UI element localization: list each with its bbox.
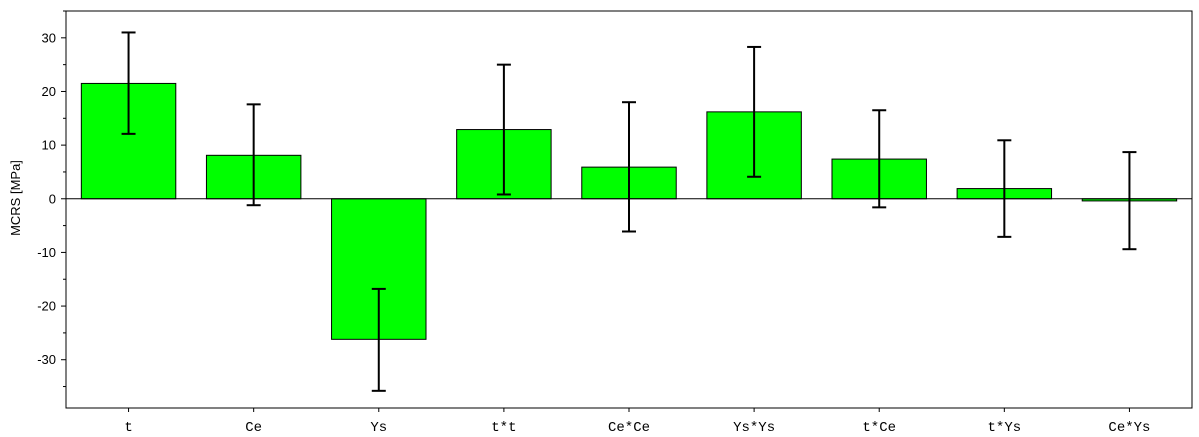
x-tick-label-1: Ce [245,420,262,436]
y-tick-label-4: -10 [37,245,56,260]
y-tick-label-6: -30 [37,352,56,367]
x-tick-label-4: Ce*Ce [608,420,650,436]
axes-layer [61,10,1193,412]
x-tick-label-5: Ys*Ys [733,420,775,436]
x-tick-label-6: t*Ce [862,420,896,436]
y-axis-title: MCRS [MPa] [8,160,23,236]
x-tick-label-7: t*Ys [988,420,1022,436]
y-tick-label-5: -20 [37,299,56,314]
y-tick-label-3: 0 [49,191,56,206]
x-tick-label-2: Ys [370,420,387,436]
error-bars-layer [121,31,1137,392]
y-tick-label-2: 10 [42,138,56,153]
y-tick-label-1: 20 [42,84,56,99]
tick-labels-layer: 30 20 10 0 -10 -20 -30 t Ce Ys t*t Ce*Ce Ys*Ys t*Ce t*… [37,30,1150,436]
y-tick-label-0: 30 [42,30,56,45]
x-tick-label-8: Ce*Ys [1108,420,1150,436]
x-tick-label-0: t [124,420,132,436]
x-tick-label-3: t*t [491,420,516,436]
